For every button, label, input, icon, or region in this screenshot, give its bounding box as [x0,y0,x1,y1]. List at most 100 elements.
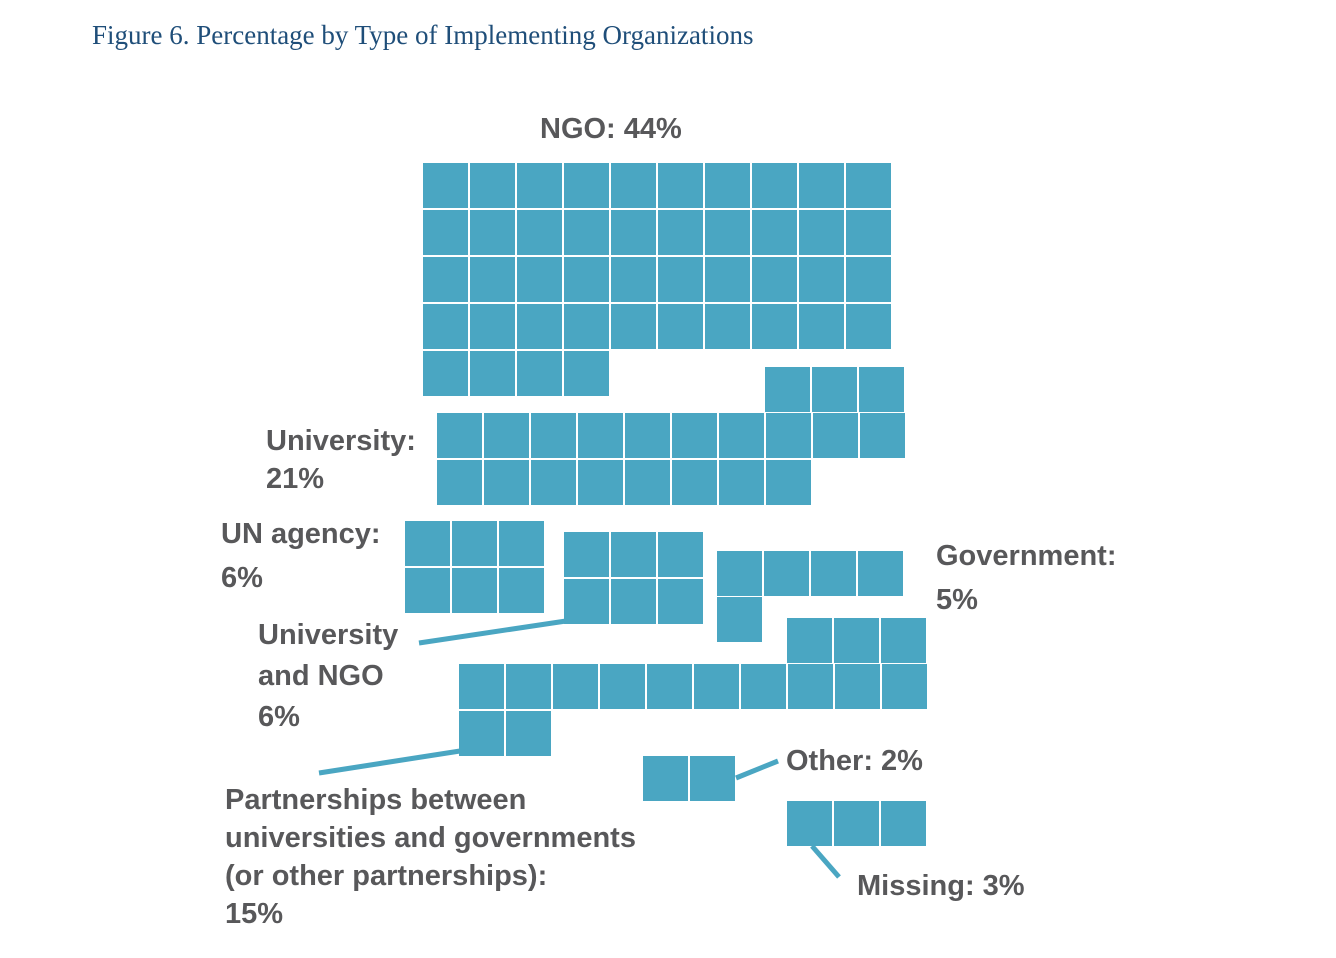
waffle-square-government [858,551,903,596]
waffle-square-partnerships-between-universities-and-governments-or-other-partnerships [553,664,598,709]
waffle-square-ngo [658,163,703,208]
label-university: University: 21% [266,422,416,498]
waffle-group-ngo [423,163,891,396]
waffle-square-university [859,367,904,412]
waffle-square-ngo [658,257,703,302]
waffle-square-ngo [611,257,656,302]
waffle-group-missing [787,801,926,846]
waffle-square-ngo [423,351,468,396]
waffle-square-partnerships-between-universities-and-governments-or-other-partnerships [881,618,926,663]
waffle-square-ngo [752,210,797,255]
waffle-square-ngo [423,257,468,302]
label-government: Government: 5% [936,534,1116,622]
figure-title: Figure 6. Percentage by Type of Implemen… [92,20,754,50]
waffle-square-ngo [752,257,797,302]
waffle-square-un-agency [499,568,544,613]
waffle-square-ngo [705,257,750,302]
waffle-square-ngo [470,257,515,302]
waffle-square-ngo [564,210,609,255]
waffle-square-partnerships-between-universities-and-governments-or-other-partnerships [506,664,551,709]
waffle-square-university [484,413,529,458]
leader-line-university-and-ngo [418,618,567,646]
waffle-square-ngo [799,304,844,349]
waffle-square-university-and-ngo [658,532,703,577]
waffle-square-university [672,413,717,458]
waffle-square-ngo [846,257,891,302]
waffle-square-university-and-ngo [658,579,703,624]
label-un-agency-line: 6% [221,562,263,594]
waffle-square-university [578,413,623,458]
waffle-square-partnerships-between-universities-and-governments-or-other-partnerships [835,664,880,709]
waffle-square-ngo [752,304,797,349]
waffle-square-ngo [470,210,515,255]
waffle-square-ngo [611,304,656,349]
waffle-square-university-and-ngo [564,532,609,577]
label-partnerships-line: 15% [225,898,284,930]
waffle-square-ngo [705,304,750,349]
leader-line-partnerships-between-universities-and-governments-or-other-partnerships [318,748,461,776]
leader-line-other [735,758,779,781]
waffle-square-ngo [799,210,844,255]
waffle-square-un-agency [452,521,497,566]
waffle-square-university [672,460,717,505]
waffle-square-ngo [517,163,562,208]
waffle-square-university [719,460,764,505]
waffle-square-ngo [517,210,562,255]
waffle-square-ngo [658,210,703,255]
waffle-square-ngo [423,304,468,349]
waffle-group-partnerships-between-universities-and-governments-or-other-partnerships [459,618,927,756]
waffle-square-ngo [846,304,891,349]
waffle-group-university-and-ngo [564,532,703,624]
waffle-square-university [860,413,905,458]
label-ngo-line: NGO: 44% [540,113,682,145]
waffle-square-government [764,551,809,596]
label-university-line: University: [266,425,416,457]
waffle-square-partnerships-between-universities-and-governments-or-other-partnerships [834,618,879,663]
label-university-line: 21% [266,463,325,495]
label-university-and-ngo-line: University [258,619,399,651]
waffle-square-university [625,460,670,505]
waffle-square-university [625,413,670,458]
waffle-square-university [766,460,811,505]
waffle-group-government [717,551,903,642]
waffle-square-ngo [564,304,609,349]
waffle-square-ngo [846,210,891,255]
waffle-square-university [719,413,764,458]
waffle-group-university [437,367,905,505]
waffle-square-university [766,413,811,458]
label-ngo: NGO: 44% [540,110,682,148]
waffle-square-partnerships-between-universities-and-governments-or-other-partnerships [787,618,832,663]
label-partnerships-line: universities and governments [225,822,636,854]
label-government-line: Government: [936,540,1117,572]
waffle-square-university-and-ngo [611,579,656,624]
waffle-square-university [531,413,576,458]
waffle-square-partnerships-between-universities-and-governments-or-other-partnerships [459,711,504,756]
waffle-square-university [437,413,482,458]
label-un-agency: UN agency: 6% [221,512,381,600]
label-un-agency-line: UN agency: [221,518,381,550]
waffle-square-ngo [752,163,797,208]
waffle-square-partnerships-between-universities-and-governments-or-other-partnerships [506,711,551,756]
waffle-square-ngo [470,351,515,396]
waffle-square-un-agency [405,521,450,566]
waffle-square-ngo [705,163,750,208]
waffle-square-partnerships-between-universities-and-governments-or-other-partnerships [694,664,739,709]
waffle-square-university [437,460,482,505]
label-other: Other: 2% [786,742,923,780]
waffle-square-ngo [564,351,609,396]
label-government-line: 5% [936,584,978,616]
waffle-square-ngo [470,304,515,349]
waffle-square-government [717,597,762,642]
waffle-square-ngo [611,210,656,255]
waffle-square-ngo [564,257,609,302]
waffle-square-university-and-ngo [564,579,609,624]
label-missing: Missing: 3% [857,867,1025,905]
waffle-square-other [643,756,688,801]
waffle-square-ngo [564,163,609,208]
waffle-square-ngo [517,257,562,302]
waffle-square-university [765,367,810,412]
waffle-square-university [531,460,576,505]
waffle-square-university [812,367,857,412]
waffle-square-partnerships-between-universities-and-governments-or-other-partnerships [647,664,692,709]
label-other-line: Other: 2% [786,745,923,777]
